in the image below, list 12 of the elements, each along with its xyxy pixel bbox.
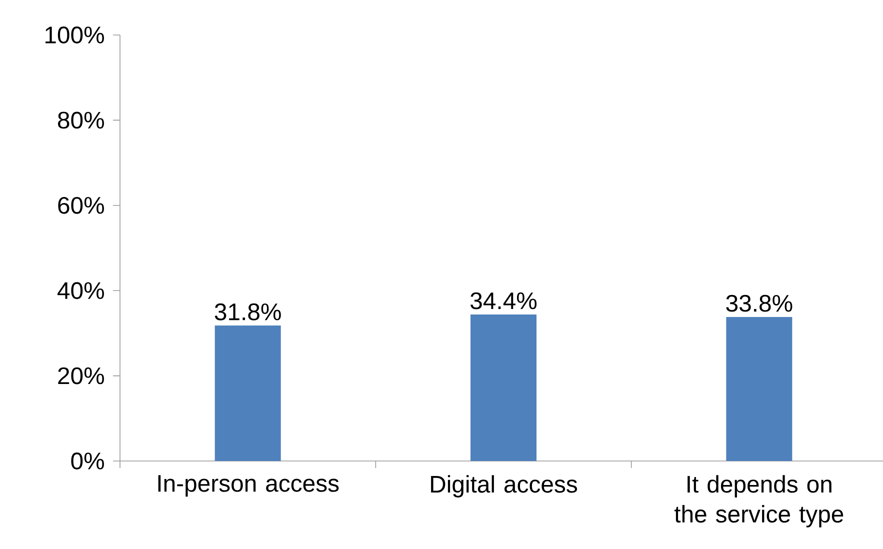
y-tick-label: 0% (71, 452, 104, 470)
data-label: 33.8% (726, 294, 792, 312)
data-label: 34.4% (470, 292, 537, 310)
y-tick-label: 100% (46, 26, 104, 44)
x-tick-label: It depends on the service type (674, 475, 844, 528)
x-tick-label: Digital access (431, 475, 578, 498)
data-label: 31.8% (214, 303, 281, 320)
y-tick-label: 20% (58, 367, 104, 384)
y-tick-label: 60% (58, 196, 104, 214)
y-tick-label: 40% (58, 282, 104, 300)
y-tick-label: 80% (58, 112, 104, 129)
x-tick-label: In-person access (158, 475, 339, 497)
